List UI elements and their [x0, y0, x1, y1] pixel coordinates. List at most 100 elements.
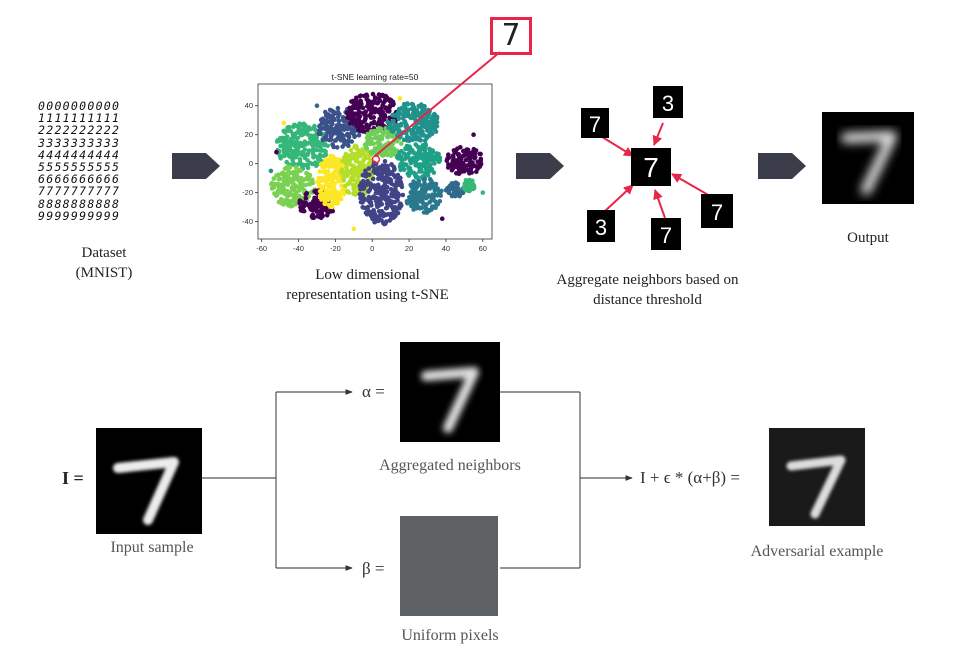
scatter-point-cluster-5 [349, 151, 355, 157]
scatter-point-cluster-6 [361, 110, 367, 116]
scatter-point-cluster-2 [298, 199, 304, 204]
scatter-point-cluster-6 [372, 98, 377, 104]
x-tick-label: 20 [405, 244, 413, 253]
scatter-point-cluster-1 [294, 173, 300, 179]
scatter-point-cluster-3 [333, 138, 338, 143]
scatter-point-cluster-11 [421, 210, 427, 215]
scatter-point-cluster-1 [285, 182, 291, 187]
scatter-point-cluster-4 [330, 183, 336, 189]
scatter-point-cluster-0 [322, 148, 327, 153]
scatter-point-cluster-6 [383, 97, 389, 103]
y-tick-label: 40 [245, 101, 253, 110]
scatter-point-cluster-3 [339, 136, 345, 142]
plot-frame [257, 83, 493, 240]
scatter-point-stray [439, 216, 445, 222]
scatter-point-cluster-8 [414, 108, 420, 113]
scatter-point-cluster-0 [288, 128, 293, 134]
scatter-point-cluster-0 [311, 125, 316, 131]
scatter-point-cluster-6 [368, 103, 373, 109]
dataset-caption-line2: (MNIST) [75, 265, 133, 281]
scatter-point-cluster-4 [326, 161, 331, 166]
scatter-point-cluster-6 [351, 98, 356, 104]
scatter-point-cluster-5 [356, 174, 362, 180]
scatter-point-cluster-12 [449, 167, 455, 173]
scatter-point-cluster-0 [294, 130, 300, 135]
scatter-point-cluster-6 [387, 115, 392, 121]
scatter-point-cluster-3 [321, 120, 327, 126]
x-tick-label: 60 [479, 244, 487, 253]
scatter-point-cluster-0 [304, 162, 309, 168]
scatter-point-cluster-8 [419, 129, 424, 135]
mnist-row: 2222222222 [38, 123, 121, 138]
scatter-point-stray [281, 120, 287, 126]
scatter-point-cluster-4 [329, 200, 335, 206]
scatter-point-cluster-11 [437, 198, 443, 204]
scatter-point-cluster-3 [352, 134, 357, 140]
scatter-point-cluster-0 [282, 151, 287, 157]
y-tick-label: -40 [242, 217, 253, 226]
scatter-point-cluster-11 [416, 178, 422, 184]
scatter-point-cluster-9 [365, 197, 371, 203]
scatter-point-cluster-11 [409, 189, 415, 195]
scatter-point-cluster-2 [308, 201, 314, 207]
scatter-point-cluster-11 [424, 184, 429, 190]
scatter-point-cluster-5 [353, 192, 358, 197]
chart-title: t-SNE learning rate=50 [332, 72, 419, 82]
scatter-point-cluster-0 [284, 134, 290, 139]
scatter-point-cluster-7 [399, 141, 404, 146]
scatter-point-cluster-4 [320, 164, 325, 170]
scatter-point-cluster-0 [284, 159, 289, 165]
neighbor-digit-center: 7 [643, 152, 659, 183]
neighbor-image-5 [701, 194, 733, 228]
scatter-point-cluster-2 [319, 205, 325, 211]
scatter-point-cluster-8 [426, 133, 431, 138]
scatter-point-cluster-8 [424, 117, 429, 123]
neighbor-image-1 [581, 108, 609, 138]
scatter-point-cluster-7 [371, 141, 376, 146]
scatter-point-cluster-0 [292, 143, 297, 149]
scatter-point-cluster-3 [331, 112, 336, 117]
scatter-point-cluster-6 [363, 116, 368, 121]
scatter-point-cluster-1 [310, 177, 315, 183]
scatter-point-cluster-6 [358, 98, 363, 104]
mnist-row: 5555555555 [38, 160, 121, 175]
scatter-point-cluster-5 [362, 153, 368, 158]
scatter-point-cluster-8 [429, 131, 435, 137]
scatter-point-cluster-12 [474, 169, 479, 174]
mnist-row: 0000000000 [38, 99, 121, 113]
scatter-point-cluster-12 [456, 166, 462, 172]
scatter-point-cluster-3 [334, 145, 340, 150]
mnist-row: 7777777777 [38, 184, 121, 199]
scatter-point-cluster-10 [401, 167, 407, 172]
scatter-point-cluster-7 [381, 130, 386, 136]
scatter-point-cluster-4 [316, 183, 322, 188]
scatter-point-cluster-4 [334, 167, 339, 172]
scatter-point-cluster-2 [301, 208, 306, 214]
scatter-point-cluster-1 [269, 186, 275, 191]
output-image [822, 112, 914, 204]
scatter-point-cluster-7 [386, 131, 392, 137]
scatter-point-cluster-9 [383, 166, 388, 172]
scatter-point-cluster-3 [329, 132, 335, 137]
scatter-point-cluster-1 [276, 177, 282, 182]
scatter-point-cluster-6 [365, 100, 371, 105]
output-caption: Output [847, 230, 889, 246]
scatter-point-cluster-10 [437, 155, 443, 160]
scatter-point-cluster-11 [436, 189, 442, 195]
scatter-point-cluster-11 [414, 185, 419, 190]
scatter-point-cluster-6 [383, 105, 388, 110]
neighbor-image-2 [653, 86, 683, 118]
scatter-point-cluster-9 [363, 168, 368, 174]
scatter-point-cluster-5 [348, 147, 354, 153]
scatter-point-cluster-12 [445, 155, 451, 160]
scatter-point-cluster-8 [410, 111, 416, 117]
input-eq-label: I = [62, 468, 84, 488]
scatter-point-cluster-0 [288, 136, 294, 142]
scatter-point-cluster-4 [341, 192, 347, 197]
scatter-point-cluster-1 [276, 172, 281, 177]
scatter-point-cluster-7 [365, 133, 371, 139]
dataset-caption-line1: Dataset [81, 245, 127, 261]
scatter-point-cluster-6 [383, 93, 389, 99]
scatter-point-cluster-8 [385, 119, 390, 125]
scatter-point-cluster-9 [383, 205, 389, 211]
